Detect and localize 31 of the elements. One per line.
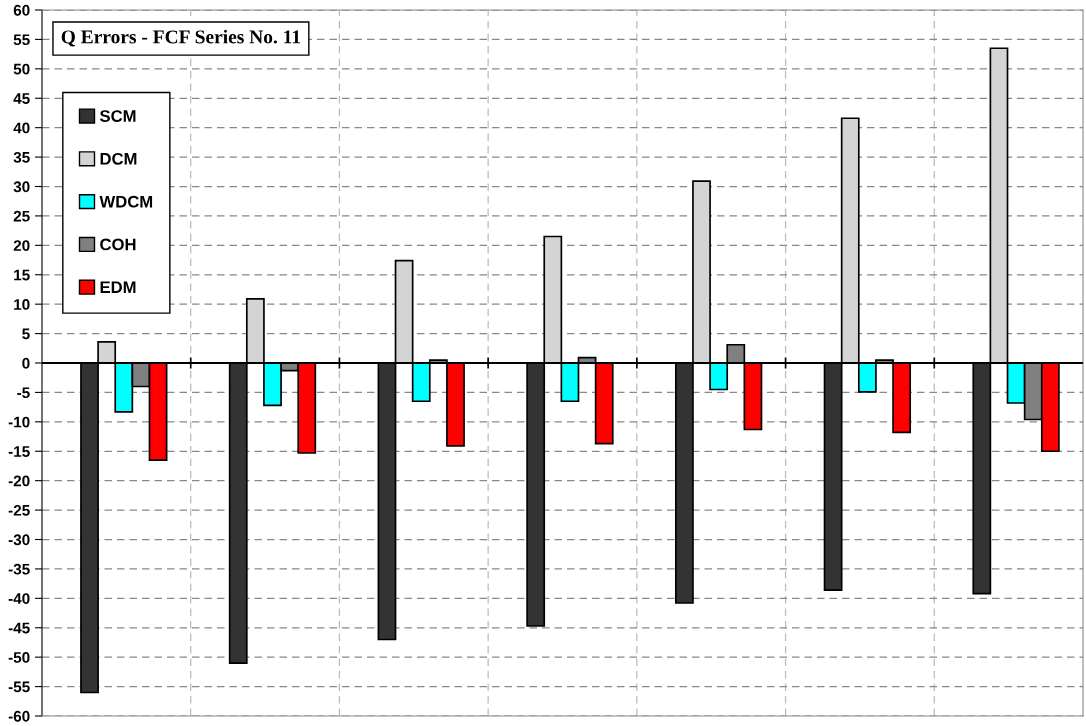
y-tick-label: -30 xyxy=(8,534,30,546)
y-tick-label: -25 xyxy=(8,504,30,516)
y-tick-label: 50 xyxy=(13,63,30,75)
legend-label: SCM xyxy=(99,110,136,122)
text: Q Errors - FCF Series No. 11 xyxy=(61,29,301,47)
y-tick-label: -50 xyxy=(8,652,30,663)
y-tick-label: 5 xyxy=(22,328,30,340)
y-tick-label: -20 xyxy=(8,475,30,487)
y-tick-label: 10 xyxy=(14,299,30,310)
legend-label: COH xyxy=(100,238,136,251)
y-tick-label: 40 xyxy=(13,122,30,134)
y-tick-label: -5 xyxy=(17,387,30,399)
legend-label: DCM xyxy=(100,152,137,165)
y-tick-label: 15 xyxy=(14,269,30,281)
y-tick-label: 35 xyxy=(13,151,30,163)
y-tick-label: -40 xyxy=(8,593,30,605)
y-tick-label: -10 xyxy=(8,416,30,428)
y-tick-label: 20 xyxy=(13,240,30,252)
y-tick-label: 45 xyxy=(13,93,30,104)
y-tick-label: 25 xyxy=(13,210,30,222)
y-tick-label: -45 xyxy=(8,622,30,634)
y-tick-label: -35 xyxy=(8,563,30,575)
y-tick-label: 60 xyxy=(13,4,30,16)
legend-label: EDM xyxy=(100,281,136,293)
y-tick-label: 55 xyxy=(13,34,30,46)
legend-label: WDCM xyxy=(99,195,153,208)
y-tick-label: 30 xyxy=(13,181,30,193)
y-tick-label: -55 xyxy=(8,681,30,693)
y-tick-label: -15 xyxy=(8,446,30,457)
y-tick-label: -60 xyxy=(8,710,30,722)
y-tick-label: 0 xyxy=(22,357,30,369)
